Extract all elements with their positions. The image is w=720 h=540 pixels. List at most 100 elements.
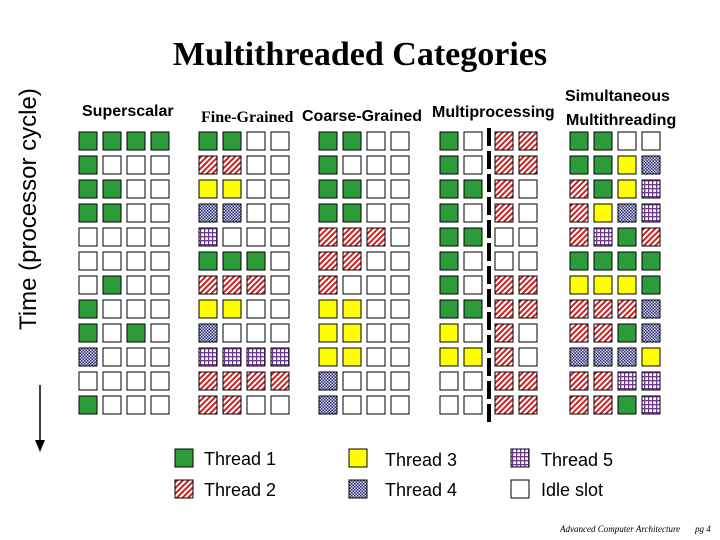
multiprocessing-thread1-slot xyxy=(439,227,459,247)
fine-grained-thread5-slot xyxy=(270,347,290,367)
coarse-grained-thread1-slot xyxy=(318,203,338,223)
coarse-grained-idle-slot xyxy=(342,395,362,415)
smt-thread3-slot xyxy=(617,179,637,199)
multiprocessing-idle-slot xyxy=(518,323,538,343)
coarse-grained-idle-slot xyxy=(366,395,386,415)
legend-swatch-thread1-slot xyxy=(174,448,194,468)
smt-thread3-slot xyxy=(593,203,613,223)
multiprocessing-thread1-slot xyxy=(439,131,459,151)
legend-label-thread4: Thread 4 xyxy=(385,480,458,500)
multiprocessing-thread1-slot xyxy=(439,203,459,223)
fine-grained-thread2-slot xyxy=(246,275,266,295)
fine-grained-thread3-slot xyxy=(222,299,242,319)
superscalar-idle-slot xyxy=(126,299,146,319)
coarse-grained-thread3-slot xyxy=(318,323,338,343)
coarse-grained-thread3-slot xyxy=(342,347,362,367)
multiprocessing-thread2-slot xyxy=(494,275,514,295)
fine-grained-idle-slot xyxy=(270,131,290,151)
smt-thread1-slot xyxy=(593,179,613,199)
fine-grained-idle-slot xyxy=(222,227,242,247)
smt-thread3-slot xyxy=(569,275,589,295)
smt-thread2-slot xyxy=(593,371,613,391)
fine-grained-thread3-slot xyxy=(198,299,218,319)
smt-thread2-slot xyxy=(569,395,589,415)
multiprocessing-idle-slot xyxy=(463,203,483,223)
superscalar-idle-slot xyxy=(150,227,170,247)
smt-thread1-slot xyxy=(569,251,589,271)
superscalar-thread1-slot xyxy=(102,179,122,199)
smt-thread1-slot xyxy=(569,155,589,175)
multiprocessing-thread1-slot xyxy=(439,155,459,175)
multiprocessing-idle-slot xyxy=(463,155,483,175)
legend-swatch-thread2-slot xyxy=(174,479,194,499)
smt-thread3-slot xyxy=(641,347,661,367)
multiprocessing-idle-slot xyxy=(518,251,538,271)
superscalar-idle-slot xyxy=(126,275,146,295)
multiprocessing-thread2-slot xyxy=(494,179,514,199)
superscalar-idle-slot xyxy=(78,275,98,295)
superscalar-thread1-slot xyxy=(150,131,170,151)
coarse-grained-idle-slot xyxy=(390,395,410,415)
legend-swatch-thread5-slot xyxy=(510,448,530,468)
legend-swatch-thread4-slot xyxy=(348,479,368,499)
fine-grained-thread2-slot xyxy=(270,371,290,391)
smt-thread4-slot xyxy=(617,203,637,223)
smt-thread4-slot xyxy=(641,299,661,319)
smt-thread2-slot xyxy=(617,299,637,319)
smt-thread2-slot xyxy=(569,299,589,319)
multiprocessing-idle-slot xyxy=(463,395,483,415)
smt-thread5-slot xyxy=(641,179,661,199)
smt-thread2-slot xyxy=(593,395,613,415)
time-arrow xyxy=(35,385,45,452)
multiprocessing-idle-slot xyxy=(463,323,483,343)
fine-grained-thread5-slot xyxy=(222,347,242,367)
fine-grained-idle-slot xyxy=(270,275,290,295)
smt-thread1-slot xyxy=(617,323,637,343)
fine-grained-idle-slot xyxy=(222,323,242,343)
superscalar-idle-slot xyxy=(150,251,170,271)
smt-thread1-slot xyxy=(593,131,613,151)
legend-label-thread1: Thread 1 xyxy=(204,449,277,469)
fine-grained-idle-slot xyxy=(270,203,290,223)
fine-grained-idle-slot xyxy=(246,299,266,319)
multiprocessing-idle-slot xyxy=(463,251,483,271)
superscalar-thread1-slot xyxy=(78,155,98,175)
smt-thread2-slot xyxy=(593,323,613,343)
superscalar-idle-slot xyxy=(126,227,146,247)
fine-grained-thread1-slot xyxy=(246,251,266,271)
multiprocessing-idle-slot xyxy=(463,131,483,151)
superscalar-idle-slot xyxy=(78,251,98,271)
coarse-grained-thread1-slot xyxy=(318,179,338,199)
column-header-multiprocessing: Multiprocessing xyxy=(432,104,555,121)
smt-thread2-slot xyxy=(569,371,589,391)
coarse-grained-idle-slot xyxy=(390,155,410,175)
smt-thread5-slot xyxy=(641,371,661,391)
coarse-grained-thread2-slot xyxy=(342,227,362,247)
multiprocessing-thread2-slot xyxy=(518,131,538,151)
smt-thread4-slot xyxy=(617,347,637,367)
multiprocessing-idle-slot xyxy=(439,395,459,415)
multiprocessing-thread2-slot xyxy=(494,203,514,223)
multiprocessing-thread1-slot xyxy=(439,275,459,295)
coarse-grained-thread1-slot xyxy=(342,131,362,151)
multiprocessing-idle-slot xyxy=(518,227,538,247)
smt-thread2-slot xyxy=(569,179,589,199)
smt-thread1-slot xyxy=(617,395,637,415)
fine-grained-idle-slot xyxy=(246,155,266,175)
multiprocessing-thread2-slot xyxy=(494,395,514,415)
coarse-grained-thread2-slot xyxy=(366,227,386,247)
multiprocessing-thread2-slot xyxy=(494,299,514,319)
footer-page: pg 4 xyxy=(695,524,711,534)
multiprocessing-thread1-slot xyxy=(463,227,483,247)
superscalar-idle-slot xyxy=(126,347,146,367)
multiprocessing-thread3-slot xyxy=(463,347,483,367)
fine-grained-idle-slot xyxy=(270,227,290,247)
superscalar-idle-slot xyxy=(78,371,98,391)
superscalar-idle-slot xyxy=(102,227,122,247)
multiprocessing-idle-slot xyxy=(518,179,538,199)
coarse-grained-idle-slot xyxy=(342,275,362,295)
coarse-grained-idle-slot xyxy=(366,251,386,271)
superscalar-idle-slot xyxy=(150,203,170,223)
coarse-grained-idle-slot xyxy=(366,371,386,391)
